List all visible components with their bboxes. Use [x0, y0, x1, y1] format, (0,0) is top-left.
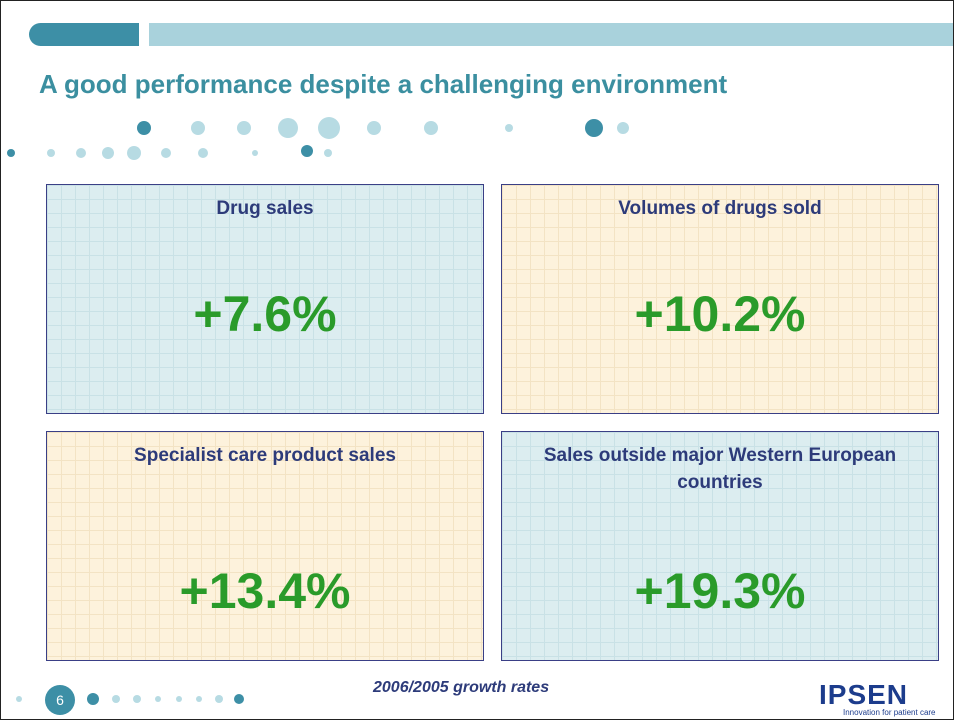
card-value: +19.3% — [634, 563, 806, 619]
card-label: Drug sales — [216, 198, 314, 219]
card: Drug sales +7.6% — [46, 184, 484, 414]
page-number: 6 — [45, 685, 75, 715]
card-label: Sales outside major Western European cou… — [543, 445, 897, 493]
footnote: 2006/2005 growth rates — [373, 679, 550, 696]
card: Specialist care product sales +13.4% — [46, 431, 484, 661]
logo-tagline: Innovation for patient care — [843, 708, 936, 717]
card-label: Specialist care product sales — [134, 445, 396, 466]
logo: IPSEN — [819, 679, 909, 710]
card: Volumes of drugs sold +10.2% — [501, 184, 939, 414]
card-label: Volumes of drugs sold — [618, 198, 822, 219]
card-value: +13.4% — [179, 563, 351, 619]
title: A good performance despite a challenging… — [39, 69, 728, 99]
card-value: +10.2% — [634, 286, 806, 342]
card: Sales outside major Western European cou… — [501, 431, 939, 661]
card-value: +7.6% — [193, 286, 337, 342]
header-bar — [29, 23, 139, 46]
header-bar — [149, 23, 953, 46]
